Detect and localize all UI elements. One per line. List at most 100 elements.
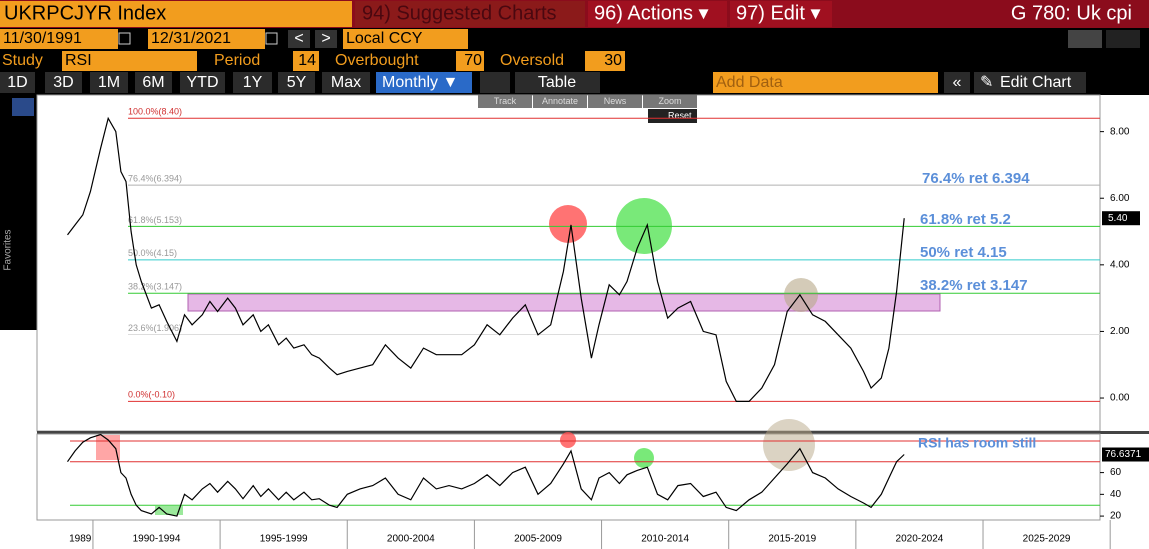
calendar-icon[interactable] [118,32,131,45]
pointer-tool[interactable] [12,98,34,116]
side-toolbar [0,95,37,330]
period-box[interactable] [293,51,319,71]
last-value: 5.40 [1108,213,1128,224]
period-button[interactable] [322,72,370,93]
x-tick-label: 2010-2014 [641,534,689,545]
period-button-label: YTD [187,74,219,91]
highlight-circle [549,205,587,243]
edit-chart: Edit Chart [1000,74,1072,91]
study-box[interactable] [62,51,197,71]
fib-label: 0.0%(-0.10) [128,390,175,400]
suggested-button[interactable] [355,1,585,27]
period-button[interactable] [45,72,82,93]
edit-chart-button[interactable] [974,72,1086,93]
panel-separator [37,431,1149,434]
highlight-band [187,293,941,312]
oversold-box[interactable] [585,51,625,71]
last-value-box [1102,447,1149,462]
tool-button[interactable] [588,95,642,108]
currency-box[interactable] [343,29,468,49]
period: 14 [298,52,316,69]
tool-label: Zoom [658,96,681,106]
period-button[interactable] [180,72,225,93]
period-button[interactable] [90,72,128,93]
y-tick-label: 6.00 [1110,193,1130,204]
suggested: 94) Suggested Charts [362,2,557,24]
y-tick-label: 20 [1110,511,1122,522]
table: Table [538,74,576,91]
reset-button[interactable] [648,109,697,123]
x-tick-label: 2005-2009 [514,534,562,545]
redo-button[interactable] [1106,30,1140,48]
tool-button[interactable] [478,95,532,108]
x-tick-label: 1989 [69,534,92,545]
frequency: Monthly ▼ [382,74,458,91]
period-button[interactable] [278,72,315,93]
prev-button[interactable] [288,30,310,48]
period-button-label: 5Y [287,74,307,91]
x-tick-label: 1990-1994 [133,534,181,545]
last-value: 76.6371 [1105,449,1142,460]
rsi-annotation: RSI has room still [918,435,1036,451]
next-button[interactable] [315,30,337,48]
calendar-icon[interactable] [265,32,278,45]
highlight-circle [784,278,818,312]
overbought-box[interactable] [456,51,484,71]
y-tick-label: 2.00 [1110,326,1130,337]
actions-button[interactable] [588,1,727,27]
add-data-box[interactable] [713,72,938,93]
annotation: 50% ret 4.15 [920,244,1007,261]
x-tick-label: 2000-2004 [387,534,435,545]
collapse-icon: « [953,74,962,91]
next-icon: > [321,30,330,47]
period-label: Period [214,52,260,69]
tool-button[interactable] [533,95,587,108]
tool-button[interactable] [643,95,697,108]
end-date-box[interactable] [148,29,265,49]
prev-icon: < [294,30,303,47]
highlight-circle [560,432,576,448]
period-button-label: 1D [7,74,27,91]
overbought-label: Overbought [335,52,419,69]
highlight-area [155,506,183,515]
end-date: 12/31/2021 [151,30,231,47]
annotation: 76.4% ret 6.394 [922,170,1030,187]
study-name: RSI [65,52,92,69]
page-code: G 780: Uk cpi [1011,2,1132,24]
add-data: Add Data [716,74,783,91]
x-tick-label: 1995-1999 [260,534,308,545]
period-button-label: 1Y [243,74,263,91]
tool-label: News [604,96,627,106]
actions: 96) Actions ▾ [594,2,709,24]
period-button-label: 1M [98,74,120,91]
annotation: 38.2% ret 3.147 [920,277,1028,294]
y-tick-label: 60 [1110,467,1122,478]
table-button[interactable] [515,72,600,93]
edit-button[interactable] [730,1,832,27]
highlight-area [96,435,120,460]
overbought: 70 [464,52,482,69]
chart-type-button[interactable] [480,72,510,93]
security-box[interactable] [0,1,352,27]
start-date: 11/30/1991 [3,30,82,47]
fib-label: 61.8%(5.153) [128,215,182,225]
period-button[interactable] [233,72,272,93]
period-button[interactable] [135,72,172,93]
fib-label: 23.6%(1.906) [128,323,182,333]
start-date-box[interactable] [0,29,118,49]
pencil-icon: ✎ [980,74,993,91]
undo-button[interactable] [1068,30,1102,48]
frequency-button[interactable] [376,72,472,93]
y-tick-label: 4.00 [1110,259,1130,270]
x-tick-label: 2015-2019 [768,534,816,545]
currency: Local CCY [346,30,423,47]
highlight-circle [763,419,815,471]
fib-label: 76.4%(6.394) [128,173,182,183]
fib-label: 50.0%(4.15) [128,248,177,258]
collapse-button[interactable] [944,72,970,93]
period-button-label: 3D [53,74,73,91]
period-button[interactable] [0,72,35,93]
tool-label: Track [494,96,517,106]
